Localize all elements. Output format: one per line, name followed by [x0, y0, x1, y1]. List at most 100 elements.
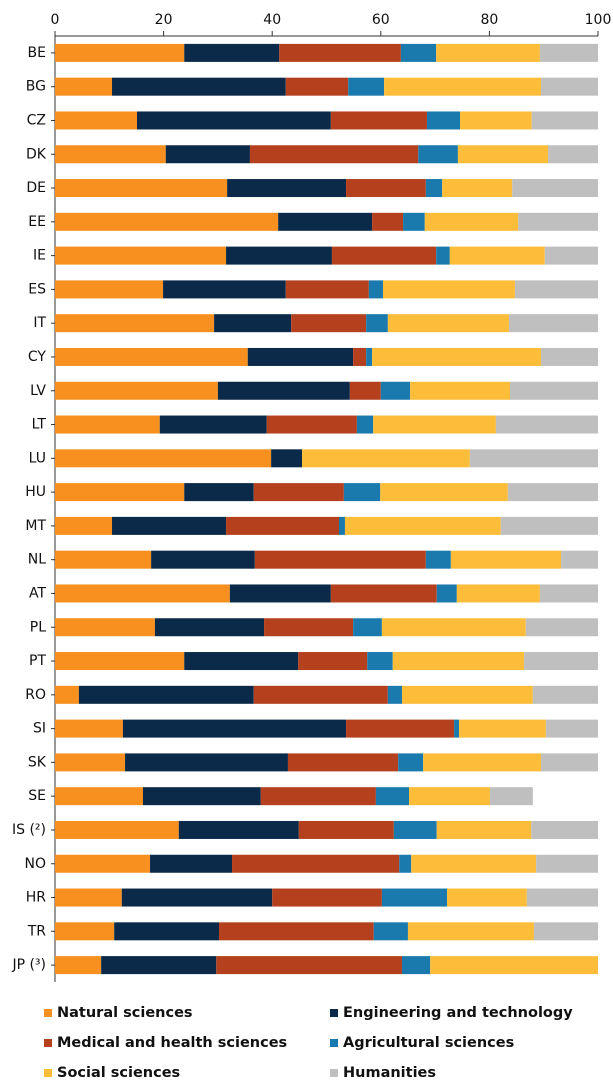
- legend-label: Humanities: [343, 1065, 436, 1081]
- bar-segment: [121, 888, 273, 907]
- bar-segment: [545, 719, 598, 738]
- bar-segment: [536, 854, 598, 873]
- bar-segment: [442, 179, 513, 198]
- bar-segment: [401, 685, 533, 704]
- legend-swatch: [330, 1069, 338, 1077]
- bar-segment: [454, 719, 459, 738]
- bar-segment: [423, 753, 541, 772]
- bar-segment: [381, 618, 526, 637]
- bar-segment: [55, 922, 115, 941]
- bar-segment: [510, 381, 598, 400]
- bar-segment: [55, 145, 166, 164]
- bar-segment: [368, 280, 383, 299]
- bar-segment: [512, 179, 598, 198]
- bar-segment: [165, 145, 250, 164]
- bar-segment: [353, 347, 367, 366]
- bar-segment: [348, 77, 385, 96]
- bar-segment: [384, 77, 541, 96]
- y-tick-label: HU: [25, 484, 46, 500]
- bar-segment: [184, 483, 254, 502]
- bar-segment: [218, 922, 374, 941]
- legend-swatch: [44, 1039, 52, 1047]
- bar-segment: [548, 145, 598, 164]
- bar-segment: [489, 787, 533, 806]
- bar-segment: [55, 685, 79, 704]
- bar-segment: [373, 415, 496, 434]
- bar-segment: [55, 280, 164, 299]
- bar-segment: [403, 212, 425, 231]
- x-tick-label: 100: [585, 12, 612, 28]
- bar-segment: [424, 212, 519, 231]
- y-tick-label: CY: [28, 349, 47, 365]
- bar-segment: [338, 516, 345, 535]
- bar-segment: [387, 314, 509, 333]
- bar-segment: [266, 415, 357, 434]
- bar-segment: [380, 381, 411, 400]
- bar-segment: [125, 753, 288, 772]
- bar-segment: [344, 516, 501, 535]
- y-tick-label: MT: [25, 518, 46, 534]
- bar-segment: [247, 347, 354, 366]
- bar-segment: [55, 516, 113, 535]
- bar-segment: [253, 483, 344, 502]
- y-tick-label: NO: [25, 856, 47, 872]
- bar-segment: [458, 719, 546, 738]
- y-tick-label: LT: [32, 417, 47, 433]
- bar-segment: [55, 854, 151, 873]
- bar-segment: [393, 820, 437, 839]
- bar-segment: [78, 685, 254, 704]
- bar-segment: [302, 449, 470, 468]
- bar-segment: [254, 550, 426, 569]
- legend-swatch: [44, 1009, 52, 1017]
- bar-segment: [518, 212, 598, 231]
- bar-segment: [436, 584, 457, 603]
- bar-segment: [456, 584, 540, 603]
- bar-segment: [154, 618, 265, 637]
- legend-swatch: [330, 1039, 338, 1047]
- bar-segment: [226, 516, 339, 535]
- bar-segment: [382, 280, 515, 299]
- bar-segment: [531, 111, 598, 130]
- bar-segment: [55, 618, 155, 637]
- bar-segment: [55, 77, 113, 96]
- y-tick-label: ES: [28, 281, 46, 297]
- bar-segment: [343, 483, 381, 502]
- bar-segment: [539, 584, 598, 603]
- bar-segment: [449, 246, 545, 265]
- bar-segment: [178, 820, 299, 839]
- bar-segment: [55, 584, 230, 603]
- bar-segment: [272, 888, 382, 907]
- bar-segment: [425, 179, 443, 198]
- bar-segment: [55, 753, 126, 772]
- x-tick-label: 80: [480, 12, 498, 28]
- bar-segment: [55, 449, 272, 468]
- bar-segment: [387, 685, 402, 704]
- bar-segment: [460, 111, 532, 130]
- y-tick-label: RO: [25, 687, 46, 703]
- bar-segment: [112, 77, 286, 96]
- bar-segment: [55, 787, 143, 806]
- bar-segment: [409, 787, 490, 806]
- bar-segment: [399, 854, 412, 873]
- bar-segment: [298, 652, 368, 671]
- bar-segment: [398, 753, 424, 772]
- bar-segment: [55, 179, 228, 198]
- bar-segment: [373, 922, 408, 941]
- x-tick-label: 60: [372, 12, 390, 28]
- bar-segment: [401, 956, 431, 975]
- bar-segment: [508, 314, 598, 333]
- bar-segment: [356, 415, 374, 434]
- bar-segment: [253, 685, 388, 704]
- bar-segment: [367, 652, 393, 671]
- legend-swatch: [44, 1069, 52, 1077]
- bar-segment: [55, 347, 248, 366]
- bar-segment: [533, 922, 598, 941]
- bar-segment: [298, 820, 394, 839]
- bar-segment: [524, 652, 598, 671]
- y-tick-label: BE: [28, 45, 46, 61]
- bar-segment: [55, 820, 179, 839]
- y-tick-label: LV: [30, 383, 46, 399]
- bar-segment: [55, 888, 122, 907]
- y-tick-label: SI: [33, 721, 46, 737]
